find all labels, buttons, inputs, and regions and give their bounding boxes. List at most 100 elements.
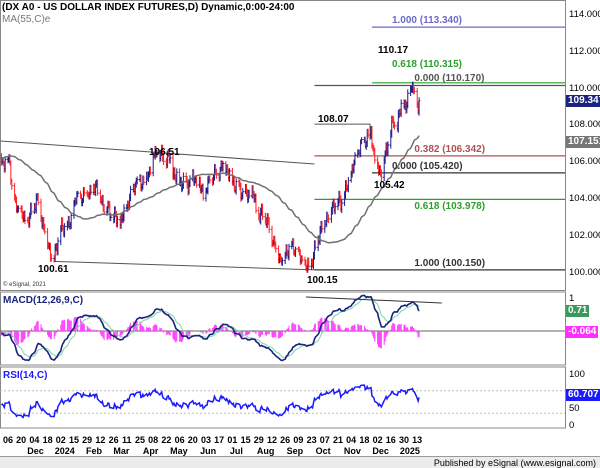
date-tick-month: Jun bbox=[200, 446, 217, 456]
annotation-low-2024: 100.15 bbox=[307, 275, 338, 286]
price-bar bbox=[83, 186, 86, 197]
date-tick-day: 03 bbox=[200, 435, 212, 445]
price-bar bbox=[267, 216, 271, 234]
macd-signal-line bbox=[1, 297, 420, 359]
chart-canvas[interactable] bbox=[0, 0, 600, 456]
price-bar bbox=[366, 128, 370, 139]
date-tick-month: Nov bbox=[343, 446, 361, 456]
price-bar bbox=[96, 179, 99, 196]
macd-hist-box: -0.064 bbox=[566, 326, 599, 338]
ma-legend: MA(55,C)e bbox=[2, 14, 51, 25]
price-bar bbox=[320, 220, 324, 233]
price-bar bbox=[353, 152, 357, 166]
date-tick-month: Jul bbox=[229, 446, 243, 456]
fib-label: 0.382 (106.342) bbox=[414, 143, 486, 155]
price-bar bbox=[162, 154, 165, 165]
price-bar bbox=[327, 214, 330, 223]
date-tick-day: 25 bbox=[134, 435, 146, 445]
fib-label: 0.618 (110.315) bbox=[391, 58, 462, 70]
publisher-note: Published by eSignal (www.esignal.com) bbox=[433, 458, 596, 468]
price-bar bbox=[221, 161, 225, 172]
annotation-low-2023: 100.61 bbox=[38, 264, 69, 275]
date-tick-month: Sep bbox=[286, 446, 304, 456]
date-tick-month: May bbox=[170, 446, 188, 456]
price-bar bbox=[373, 147, 376, 164]
price-bar bbox=[399, 99, 403, 118]
price-bar bbox=[102, 204, 106, 216]
date-tick-day: 18 bbox=[42, 435, 53, 445]
annotation-105: 105.42 bbox=[374, 180, 405, 191]
price-axis-tick: 110.000 bbox=[569, 82, 600, 94]
date-tick-day: 16 bbox=[385, 435, 396, 445]
price-bar bbox=[261, 203, 264, 220]
price-axis-tick: 100.000 bbox=[569, 266, 600, 278]
date-tick-month: Dec bbox=[372, 446, 389, 456]
price-bar bbox=[287, 243, 291, 261]
date-tick-day: 07 bbox=[319, 435, 330, 445]
date-tick-day: 08 bbox=[148, 435, 159, 445]
date-tick-month: Oct bbox=[315, 446, 331, 456]
date-tick-month: Dec bbox=[27, 446, 44, 456]
price-bar bbox=[248, 189, 251, 199]
price-bar bbox=[10, 178, 13, 190]
date-tick-day: 23 bbox=[306, 435, 317, 445]
price-bar bbox=[168, 154, 172, 164]
fib-label: 1.000 (113.340) bbox=[391, 15, 462, 27]
price-bar bbox=[36, 192, 40, 206]
date-tick-day: 20 bbox=[16, 435, 27, 445]
price-bar bbox=[142, 175, 145, 185]
chart-title: (DX A0 - US DOLLAR INDEX FUTURES,D) Dyna… bbox=[2, 2, 295, 13]
date-tick-month: Apr bbox=[142, 446, 159, 456]
date-tick-month: Feb bbox=[86, 446, 103, 456]
price-bar bbox=[182, 172, 185, 189]
date-tick-day: 04 bbox=[346, 435, 357, 445]
date-tick-day: 04 bbox=[29, 435, 40, 445]
price-bar bbox=[406, 89, 409, 109]
price-bar bbox=[175, 168, 178, 185]
date-tick-month: Mar bbox=[113, 446, 130, 456]
price-axis-tick: 108.000 bbox=[569, 119, 600, 131]
date-tick-day: 02 bbox=[372, 435, 383, 445]
fib-label: 0.000 (110.170) bbox=[414, 73, 485, 85]
price-bar bbox=[129, 185, 132, 202]
rsi-tick-100: 100 bbox=[569, 369, 585, 380]
price-bar bbox=[380, 169, 383, 182]
price-bar bbox=[63, 223, 66, 238]
date-tick-day: 22 bbox=[161, 435, 172, 445]
last-price-box: 109.347 bbox=[566, 95, 600, 107]
date-tick-day: 15 bbox=[68, 435, 80, 445]
rsi-line bbox=[0, 384, 420, 419]
date-tick-day: 02 bbox=[55, 435, 66, 445]
date-tick-day: 06 bbox=[2, 435, 14, 445]
date-tick-day: 06 bbox=[174, 435, 185, 445]
date-tick-day: 29 bbox=[82, 435, 93, 445]
macd-value-box: 0.71 bbox=[566, 305, 590, 317]
annotation-106: 106.51 bbox=[149, 147, 180, 158]
annotation-high: 110.17 bbox=[378, 45, 409, 56]
price-bar bbox=[122, 204, 126, 222]
price-bar bbox=[234, 178, 238, 195]
price-bar bbox=[201, 183, 205, 201]
footer-bar: Published by eSignal (www.esignal.com) bbox=[0, 456, 600, 468]
price-bar bbox=[30, 202, 33, 216]
date-tick-day: 30 bbox=[398, 435, 410, 445]
price-bar bbox=[347, 176, 350, 193]
price-bar bbox=[417, 97, 421, 116]
price-bar bbox=[300, 255, 304, 263]
date-tick-month: Aug bbox=[256, 446, 275, 456]
rsi-value-box: 60.707 bbox=[566, 389, 600, 401]
price-bar bbox=[413, 87, 416, 94]
rsi-tick-0: 0 bbox=[569, 420, 575, 431]
price-axis-tick: 102.000 bbox=[569, 229, 600, 241]
date-tick-month: 2024 bbox=[54, 446, 75, 456]
rsi-legend: RSI(14,C) bbox=[3, 370, 48, 381]
price-bar bbox=[241, 188, 244, 200]
date-tick-month: 2025 bbox=[399, 446, 420, 456]
price-bar bbox=[393, 121, 396, 130]
date-tick-day: 12 bbox=[95, 435, 106, 445]
date-tick-day: 20 bbox=[187, 435, 198, 445]
date-tick-day: 15 bbox=[240, 435, 251, 445]
price-bar bbox=[76, 190, 79, 198]
price-bar bbox=[3, 156, 7, 173]
